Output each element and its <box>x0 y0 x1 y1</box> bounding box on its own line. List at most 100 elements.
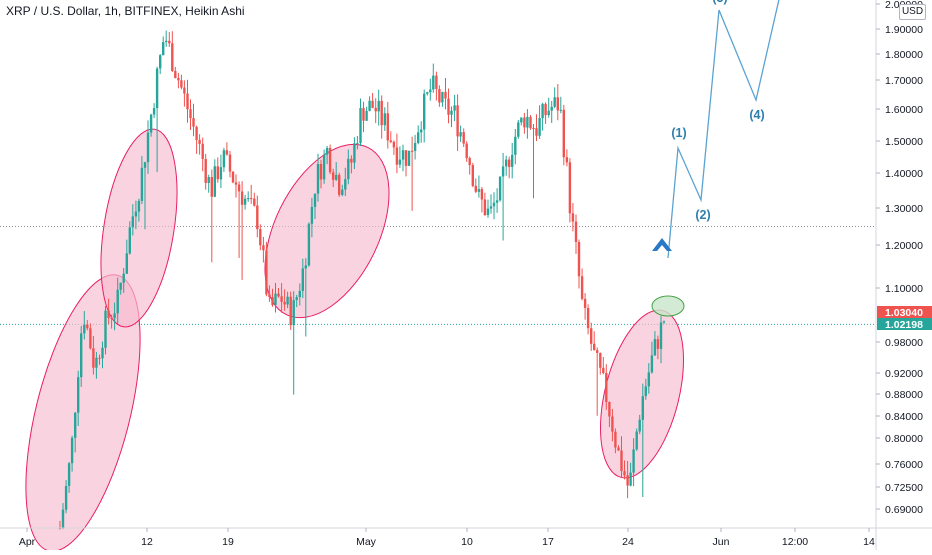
candle-body <box>61 509 65 529</box>
candle-body <box>495 200 499 203</box>
candle-body <box>441 91 444 103</box>
candle-body <box>201 143 204 159</box>
price-tick-label: 0.98000 <box>885 337 923 349</box>
price-tick-label: 0.92000 <box>885 368 923 380</box>
time-tick-label: May <box>356 536 377 548</box>
candle-body <box>183 87 186 94</box>
candle-body <box>113 313 116 319</box>
candle-body <box>389 140 392 142</box>
price-tick-label: 1.60000 <box>885 104 923 116</box>
candle-body <box>231 171 235 183</box>
price-tick-label: 1.30000 <box>885 203 923 215</box>
wave-label: (1) <box>671 126 686 140</box>
candle-body <box>544 103 547 116</box>
candle-body <box>335 174 338 180</box>
candle-body <box>234 182 238 185</box>
candle-body <box>498 176 502 201</box>
candle-body <box>171 43 174 71</box>
candle-body <box>74 412 77 438</box>
candles <box>58 30 666 530</box>
candle-body <box>328 148 332 173</box>
candle-body <box>301 268 304 291</box>
price-tick-label: 1.80000 <box>885 49 923 61</box>
grid-layer <box>0 226 876 325</box>
candle-body <box>143 162 147 168</box>
candle-body <box>64 486 68 510</box>
candle-body <box>559 109 562 111</box>
candle-body <box>155 68 159 109</box>
candle-body <box>462 132 465 144</box>
time-tick-label: 14 <box>863 536 875 548</box>
candle-body <box>152 108 156 115</box>
candle-body <box>423 93 426 130</box>
time-tick-label: 12:00 <box>782 536 808 548</box>
candle-body <box>556 97 559 111</box>
candle-body <box>125 253 128 274</box>
candle-body <box>207 177 210 183</box>
candle-body <box>410 150 414 152</box>
candle-body <box>319 164 323 180</box>
currency-button[interactable]: USD <box>899 4 926 20</box>
candle-body <box>611 416 614 432</box>
candle-body <box>262 245 265 251</box>
candle-body <box>213 166 216 197</box>
candle-body <box>474 185 477 192</box>
candle-body <box>444 91 447 99</box>
candle-body <box>92 348 95 368</box>
candle-body <box>283 301 286 305</box>
time-tick-label: 12 <box>141 536 153 548</box>
candle-body <box>292 300 295 326</box>
price-tick-label: 1.20000 <box>885 240 923 252</box>
candle-body <box>514 136 517 155</box>
price-tick-label: 1.70000 <box>885 75 923 87</box>
candle-body <box>307 223 311 266</box>
candle-body <box>274 293 277 305</box>
candle-body <box>429 89 432 93</box>
price-label-text: 1.02198 <box>885 319 923 331</box>
candle-body <box>535 128 538 136</box>
price-tick-label: 1.40000 <box>885 168 923 180</box>
candle-body <box>492 202 496 207</box>
candle-body <box>617 447 620 451</box>
candle-body <box>210 177 213 197</box>
candle-body <box>146 132 150 163</box>
candle-body <box>332 172 335 180</box>
candle-body <box>426 92 429 94</box>
candle-body <box>662 321 666 323</box>
candle-body <box>489 206 493 209</box>
candle-body <box>377 100 380 112</box>
candle-body <box>107 310 110 318</box>
candle-body <box>523 117 526 128</box>
candle-body <box>322 154 326 180</box>
candle-body <box>313 193 317 207</box>
candle-body <box>374 107 377 112</box>
candle-body <box>626 475 629 486</box>
price-tick-label: 1.90000 <box>885 24 923 36</box>
candle-body <box>508 159 511 167</box>
candle-body <box>362 108 365 121</box>
candle-body <box>547 110 550 116</box>
candle-body <box>456 105 459 137</box>
candle-body <box>198 139 201 144</box>
time-tick-label: 17 <box>542 536 554 548</box>
candle-body <box>347 158 350 180</box>
candle-body <box>453 105 456 111</box>
candle-body <box>168 40 171 44</box>
candle-body <box>526 116 529 128</box>
candle-body <box>380 100 383 126</box>
price-label-box <box>877 318 932 330</box>
candle-body <box>137 200 141 212</box>
candle-body <box>420 129 423 133</box>
candle-body <box>95 357 98 368</box>
candle-body <box>77 377 80 413</box>
projection-path <box>667 0 780 259</box>
candle-body <box>219 167 223 180</box>
candle-body <box>316 164 320 194</box>
candle-body <box>98 357 101 359</box>
candle-body <box>247 198 250 200</box>
candle-body <box>101 347 104 359</box>
candle-body <box>310 206 314 224</box>
candle-body <box>116 289 119 314</box>
